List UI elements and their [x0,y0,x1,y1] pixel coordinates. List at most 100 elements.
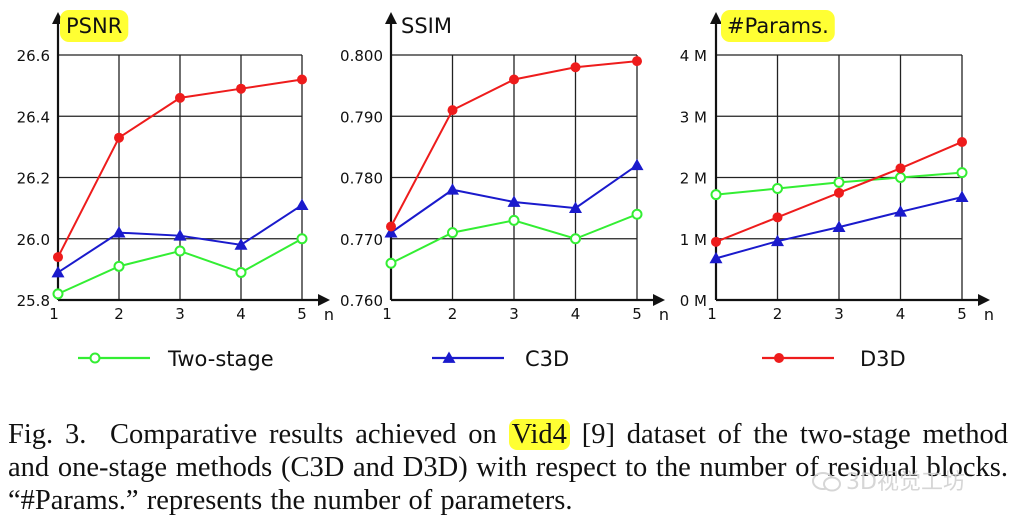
caption-highlight-vid4: Vid4 [508,419,570,450]
data-point-c3d [446,183,459,195]
y-tick-label: 0 M [680,292,707,310]
data-point-d3d [447,105,458,116]
legend-label: D3D [860,347,906,371]
chart-psnr: 25.8 26.0 26.2 26.4 26.6 1 2 3 4 5 n PSNR [17,10,334,324]
data-point-d3d [236,83,246,94]
caption-line3: of residual blocks. “#Params.” represent… [8,452,1008,516]
caption-line1-rest: [9] dataset of the two-stage [581,419,911,450]
data-point-d3d [711,236,721,247]
data-point-two-stage [385,257,397,269]
y-tick-label: 26.2 [17,170,50,188]
y-tick-label: 4 M [680,47,707,65]
x-tick-label: 4 [236,305,246,323]
data-point-two-stage [710,189,722,201]
chart-title: PSNR [66,14,122,38]
x-axis-label: n [984,305,994,324]
data-point-c3d [894,205,907,217]
data-point-d3d [957,136,967,147]
wechat-icon [812,472,841,492]
x-tick-label: 4 [896,305,906,323]
data-point-c3d [173,229,187,241]
legend-label: Two-stage [167,347,274,371]
legend-marker [89,352,101,364]
y-tick-label: 0.800 [340,47,383,65]
legend-marker [442,351,456,363]
data-point-c3d [384,226,398,238]
data-point-c3d [112,226,126,238]
data-point-c3d [955,190,969,202]
data-point-two-stage [508,214,520,226]
data-point-two-stage [833,176,845,188]
y-tick-label: 26.6 [17,47,50,65]
data-point-c3d [771,234,784,247]
y-tick-label: 2 M [680,170,707,188]
data-point-two-stage [52,288,64,300]
caption-line2: method and one-stage methods (C3D and D3… [8,419,1008,483]
data-point-d3d [386,221,396,232]
y-tick-label: 25.8 [17,292,50,310]
legend-item-two-stage: Two-stage [78,347,274,371]
legend-item-c3d: C3D [432,347,569,371]
data-point-d3d [297,74,307,85]
data-point-c3d [51,265,65,278]
y-axis-arrow [385,12,397,24]
data-point-two-stage [113,260,125,272]
watermark: 3D视觉工坊 [812,464,965,496]
data-point-c3d [630,158,644,171]
data-point-two-stage [772,183,783,195]
x-tick-label: 2 [773,305,783,323]
data-point-two-stage [895,172,906,183]
data-point-d3d [772,212,783,223]
title-highlight [60,10,129,42]
caption-text-before: Comparative results achieved on [109,419,497,450]
data-point-d3d [834,187,844,198]
y-tick-label: 26.0 [17,231,50,249]
data-point-two-stage [956,167,968,179]
legend-item-d3d: D3D [762,347,906,371]
x-axis-arrow [318,294,330,306]
chart-title: SSIM [401,14,452,38]
data-point-d3d [895,163,906,174]
chart-params: 0 M 1 M 2 M 3 M 4 M 1 2 3 4 5 n #Params. [680,10,994,324]
x-tick-label: 3 [509,305,519,323]
y-tick-label: 0.780 [340,170,383,188]
data-point-c3d [569,201,582,213]
x-axis-arrow [653,294,665,306]
x-tick-label: 2 [448,305,458,323]
data-point-d3d [53,252,63,263]
y-tick-label: 0.770 [340,231,383,249]
x-tick-label: 3 [834,305,844,323]
x-tick-label: 1 [707,305,717,323]
title-highlight [721,10,835,42]
y-axis-arrow [710,12,722,24]
x-tick-label: 4 [571,305,581,323]
chart-ssim: 0.760 0.770 0.780 0.790 0.800 1 2 3 4 5 n SSIM [340,12,669,324]
x-tick-label: 5 [632,305,642,323]
data-point-d3d [570,62,581,73]
data-point-c3d [295,198,309,210]
caption-label: Fig. 3. [8,419,87,450]
data-point-two-stage [296,233,308,245]
data-point-c3d [832,220,846,232]
legend-label: C3D [525,347,569,371]
data-point-d3d [632,56,642,67]
y-tick-label: 26.4 [17,108,50,126]
x-axis-arrow [978,294,990,306]
x-axis-label: n [659,305,669,324]
x-tick-label: 5 [957,305,967,323]
data-point-two-stage [631,208,643,220]
watermark-text: 3D视觉工坊 [846,470,965,495]
data-point-two-stage [447,227,458,239]
x-tick-label: 3 [175,305,185,323]
x-tick-label: 1 [49,305,59,323]
data-point-d3d [114,132,124,143]
x-axis-label: n [324,305,334,324]
data-point-d3d [509,74,519,85]
chart-title: #Params. [727,14,829,38]
figure-panels: 25.826.026.226.426.61 2 3 4 5 nPSNR0.7600.770… [17,10,994,371]
y-tick-label: 1 M [680,231,707,249]
y-tick-label: 0.790 [340,108,383,126]
figure-caption: Fig. 3. Comparative results achieved on … [8,418,1008,517]
data-point-d3d [175,92,185,103]
y-tick-label: 0.760 [340,292,383,310]
